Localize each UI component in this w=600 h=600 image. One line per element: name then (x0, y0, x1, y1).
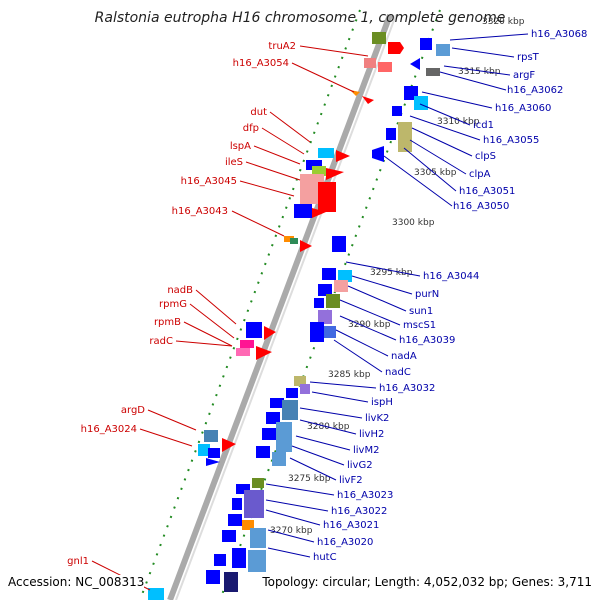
gene-label: h16_A3051 (459, 186, 515, 197)
map-title: Ralstonia eutropha H16 chromosome 1, com… (94, 10, 506, 26)
gene-label: hutC (313, 552, 337, 563)
gene-label: rpmG (159, 299, 187, 310)
gene-label: lspA (230, 141, 251, 152)
gene-label: livG2 (347, 460, 373, 471)
kbp-label: 3285 kbp (328, 370, 371, 380)
gene-labels-right: h16_A3068 rpsT argF h16_A3062 h16_A3060 … (313, 29, 587, 563)
gene-label: ispH (371, 397, 393, 408)
gene-label: h16_A3022 (331, 506, 387, 517)
gene-label: radC (149, 336, 173, 347)
gene-label: nadA (391, 351, 417, 362)
kbp-labels: 3320 kbp 3315 kbp 3310 kbp 3305 kbp 3300… (270, 17, 525, 536)
gene-label: truA2 (268, 41, 296, 52)
gene-label: icd1 (473, 120, 494, 131)
gene-label: argF (513, 70, 535, 81)
gene-label: h16_A3024 (81, 424, 137, 435)
gene-label: ileS (225, 157, 243, 168)
gene-label: nadB (167, 285, 193, 296)
gene-label: nadC (385, 367, 411, 378)
gene-label: rpmB (154, 317, 181, 328)
backbone (167, 13, 397, 600)
gene-label: dut (250, 107, 267, 118)
gene-label: h16_A3039 (399, 335, 455, 346)
gene-label: h16_A3023 (337, 490, 393, 501)
kbp-label: 3300 kbp (392, 218, 435, 228)
gene-label: dfp (243, 123, 259, 134)
kbp-label: 3275 kbp (288, 474, 331, 484)
gene-label: purN (415, 289, 439, 300)
leader-lines-left (91, 45, 369, 591)
gene-label: h16_A3045 (181, 176, 237, 187)
gene-label: h16_A3054 (233, 58, 289, 69)
gene-label: h16_A3021 (323, 520, 379, 531)
kbp-label: 3270 kbp (270, 526, 313, 536)
kbp-label: 3315 kbp (458, 67, 501, 77)
kbp-label: 3295 kbp (370, 268, 413, 278)
gene-label: h16_A3068 (531, 29, 587, 40)
gene-label: argD (121, 405, 145, 416)
leader-lines-right (265, 33, 529, 558)
gene-label: rpsT (517, 52, 540, 63)
kbp-label: 3305 kbp (414, 168, 457, 178)
kbp-label: 3320 kbp (482, 17, 525, 27)
gene-label: h16_A3043 (172, 206, 228, 217)
accession-text: Accession: NC_008313 (8, 575, 145, 589)
gene-label: livF2 (339, 475, 363, 486)
gene-label: clpA (469, 169, 491, 180)
gene-label: mscS1 (403, 320, 436, 331)
gene-label: clpS (475, 151, 496, 162)
gene-label: livM2 (353, 445, 379, 456)
summary-text: Topology: circular; Length: 4,052,032 bp… (262, 575, 592, 589)
gene-features (148, 32, 450, 600)
kbp-label: 3290 kbp (348, 320, 391, 330)
gene-label: h16_A3044 (423, 271, 479, 282)
gene-label: h16_A3055 (483, 135, 539, 146)
gene-label: h16_A3020 (317, 537, 373, 548)
kbp-label: 3310 kbp (437, 117, 480, 127)
gene-label: livH2 (359, 429, 384, 440)
gene-label: sun1 (409, 306, 433, 317)
gene-label: h16_A3032 (379, 383, 435, 394)
gene-label: livK2 (365, 413, 389, 424)
gene-label: gnl1 (67, 556, 89, 567)
gene-label: h16_A3060 (495, 103, 551, 114)
gene-label: h16_A3050 (453, 201, 509, 212)
gene-label: h16_A3062 (507, 85, 563, 96)
gene-labels-left: truA2 h16_A3054 dut dfp lspA ileS h16_A3… (67, 41, 296, 567)
